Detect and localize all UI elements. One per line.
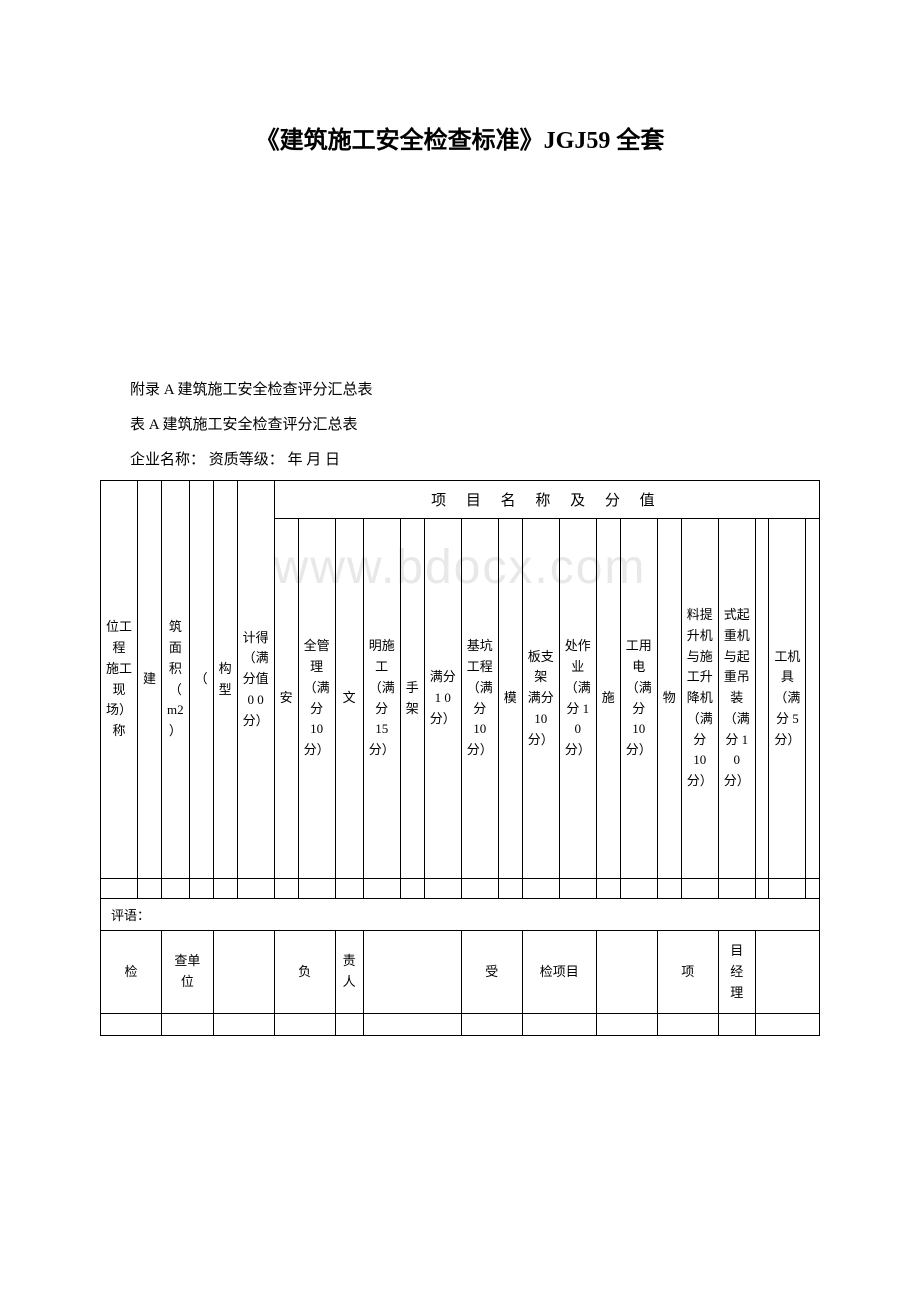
sig-inspector-prefix: 检 xyxy=(101,931,162,1014)
col-struct: 构 型 xyxy=(213,481,237,879)
sig-responsible: 责人 xyxy=(335,931,363,1014)
col-formwork: 板支架 满分 10 分） xyxy=(522,519,559,879)
score-table-wrapper: 位工程 施工现场） 称 建 筑面积（ m2 ） （ 构 型 计得 （满 分值 0… xyxy=(100,480,820,1036)
col-crane: 式起重机与起重吊装（满分 1 0 分） xyxy=(718,519,755,879)
col-hoist-prefix: 物 xyxy=(657,519,681,879)
subtitle-table: 表 A 建筑施工安全检查评分汇总表 xyxy=(100,410,820,440)
document-title: 《建筑施工安全检查标准》JGJ59 全套 xyxy=(100,120,820,155)
col-safety-mgmt: 全管理（满分 10 分） xyxy=(298,519,335,879)
footer-row xyxy=(101,1014,820,1036)
col-extra xyxy=(806,519,820,879)
signature-row: 检 查单位 负 责人 受 检项目 项 目经理 xyxy=(101,931,820,1014)
sig-inspected-prefix: 受 xyxy=(461,931,522,1014)
col-foundation: 基坑工程（满分 10 分） xyxy=(461,519,498,879)
sig-blank2 xyxy=(363,931,461,1014)
col-total-score: 计得 （满 分值 0 0 分） xyxy=(237,481,274,879)
header-items-scores: 项 目 名 称 及 分 值 xyxy=(274,481,819,519)
sig-pm: 目经理 xyxy=(718,931,755,1014)
col-civil-prefix: 文 xyxy=(335,519,363,879)
subtitle-company: 企业名称： 资质等级： 年 月 日 xyxy=(100,445,820,475)
sig-blank3 xyxy=(596,931,657,1014)
score-summary-table: 位工程 施工现场） 称 建 筑面积（ m2 ） （ 构 型 计得 （满 分值 0… xyxy=(100,480,820,1036)
col-electric: 工用电（满分 10 分） xyxy=(620,519,657,879)
col-hoist: 料提升机与施工升降机（满分 10 分） xyxy=(681,519,718,879)
col-scaffold-prefix: 手架 xyxy=(400,519,424,879)
col-electric-prefix: 施 xyxy=(596,519,620,879)
col-civil-construction: 明施工（满分 15 分） xyxy=(363,519,400,879)
col-formwork-prefix: 模 xyxy=(498,519,522,879)
comment-cell: 评语： xyxy=(101,899,820,931)
col-height-work: 处作业（满分 1 0 分） xyxy=(559,519,596,879)
col-struct-prefix: （ xyxy=(189,481,213,879)
data-row-empty xyxy=(101,879,820,899)
col-area: 筑面积（ m2 ） xyxy=(162,481,190,879)
sig-inspector: 查单位 xyxy=(162,931,214,1014)
col-project-name: 位工程 施工现场） 称 xyxy=(101,481,138,879)
sig-responsible-prefix: 负 xyxy=(274,931,335,1014)
col-tools-prefix xyxy=(755,519,769,879)
col-safety-prefix: 安 xyxy=(274,519,298,879)
subtitle-appendix: 附录 A 建筑施工安全检查评分汇总表 xyxy=(100,375,820,405)
sig-pm-prefix: 项 xyxy=(657,931,718,1014)
col-tools: 工机具（满分 5 分） xyxy=(769,519,806,879)
comment-row: 评语： xyxy=(101,899,820,931)
col-area-prefix: 建 xyxy=(138,481,162,879)
col-scaffold: 满分 1 0 分） xyxy=(424,519,461,879)
sig-blank4 xyxy=(755,931,819,1014)
sig-blank1 xyxy=(213,931,274,1014)
sig-inspected: 检项目 xyxy=(522,931,596,1014)
